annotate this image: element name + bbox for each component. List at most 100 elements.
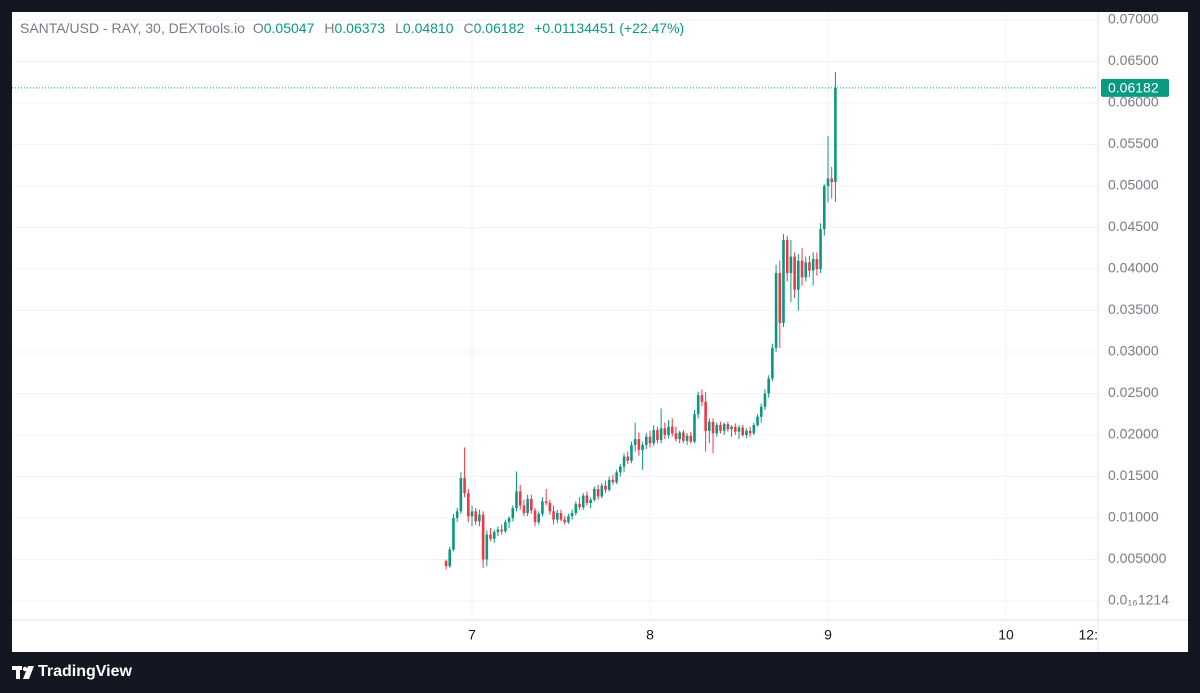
candle-body — [518, 491, 522, 506]
candle-body — [504, 522, 507, 532]
candle-body — [693, 414, 696, 442]
candle-body — [448, 549, 452, 567]
candle-body — [470, 511, 474, 517]
candle-body — [496, 529, 500, 533]
x-tick-label: 9 — [824, 627, 832, 643]
candle-body — [700, 395, 704, 402]
candle-body — [478, 514, 481, 522]
x-tick-label: 12: — [1079, 627, 1098, 643]
candle-body — [633, 439, 637, 445]
y-tick-label: 0.05000 — [1108, 177, 1159, 193]
candle-body — [797, 260, 800, 290]
candle-body — [544, 501, 548, 504]
candle-body — [689, 435, 693, 442]
y-tick-label: 0.0₁₆1214 — [1108, 592, 1169, 608]
candle-body — [730, 426, 733, 430]
candle-body — [455, 511, 459, 518]
candle-body — [808, 262, 811, 271]
candle-body — [526, 498, 529, 514]
candle-body — [485, 534, 489, 560]
candle-body — [737, 427, 741, 432]
candle-body — [715, 425, 719, 434]
logo-part — [23, 666, 34, 679]
candle-body — [507, 517, 511, 523]
candle-body — [659, 428, 663, 440]
candle-body — [615, 472, 618, 483]
candle-body — [574, 503, 578, 514]
y-tick-label: 0.06000 — [1108, 94, 1159, 110]
candle-body — [596, 488, 600, 497]
candle-body — [600, 485, 604, 497]
candle-body — [656, 430, 659, 440]
candle-body — [670, 426, 674, 434]
candle-body — [719, 425, 722, 431]
candle-body — [804, 262, 808, 278]
candle-body — [630, 444, 633, 461]
x-tick-label: 7 — [468, 627, 476, 643]
candle-body — [726, 424, 730, 430]
candle-body — [733, 426, 737, 432]
candle-body — [563, 519, 567, 523]
candle-body — [607, 479, 611, 490]
brand-logo — [12, 666, 34, 679]
candle-body — [489, 534, 492, 539]
candle-body — [515, 491, 518, 509]
candle-body — [722, 424, 726, 431]
candle-body — [492, 532, 496, 539]
candle-body — [800, 260, 804, 278]
ohlc-value: 0.05047 — [263, 20, 315, 36]
chart-header: SANTA/USD - RAY, 30, DEXTools.io O 0.0504… — [20, 20, 694, 36]
candle-body — [463, 478, 466, 494]
ohlc-label: C — [463, 20, 474, 36]
candle-body — [444, 561, 448, 567]
y-tick-label: 0.04500 — [1108, 218, 1159, 234]
candle-body — [511, 508, 515, 518]
y-tick-label: 0.005000 — [1108, 550, 1167, 566]
y-tick-label: 0.02500 — [1108, 384, 1159, 400]
candle-body — [811, 259, 815, 271]
candle-body — [834, 87, 837, 183]
chart-background — [12, 12, 1188, 652]
candle-body — [570, 513, 574, 517]
x-tick-label: 8 — [646, 627, 654, 643]
candle-body — [826, 178, 830, 186]
candle-body — [626, 456, 630, 461]
candle-body — [789, 256, 793, 274]
ohlc-value: 0.04810 — [402, 20, 454, 36]
candle-body — [763, 393, 767, 407]
symbol: SANTA/USD - RAY, 30, DEXTools.io — [20, 20, 245, 36]
candle-body — [782, 239, 785, 323]
ohlc-label: L — [395, 20, 403, 36]
candle-body — [567, 516, 570, 523]
candle-body — [481, 514, 485, 560]
brand-name: TradingView — [38, 663, 132, 680]
candle-body — [708, 421, 711, 431]
x-tick-label: 10 — [998, 627, 1014, 643]
candle-body — [652, 430, 655, 444]
candle-body — [759, 406, 763, 417]
candle-body — [771, 347, 774, 379]
candle-body — [552, 511, 555, 520]
y-tick-label: 0.01000 — [1108, 509, 1159, 525]
candle-body — [778, 273, 782, 323]
candle-body — [622, 456, 626, 467]
candle-body — [663, 428, 667, 435]
last-price-tag — [1101, 78, 1169, 97]
y-tick-label: 0.05500 — [1108, 135, 1159, 151]
candle-body — [815, 259, 819, 269]
candle-body — [578, 503, 581, 508]
candle-body — [756, 416, 759, 426]
candle-body — [678, 432, 681, 440]
candle-body — [541, 501, 544, 514]
candle-body — [466, 493, 470, 517]
candle-body — [793, 256, 796, 290]
candle-body — [559, 513, 563, 520]
last-price-label: 0.06182 — [1108, 80, 1159, 96]
candle-body — [748, 430, 752, 434]
candle-body — [822, 185, 826, 230]
candle-body — [537, 513, 541, 523]
candle-body — [745, 430, 748, 435]
candle-body — [704, 401, 707, 431]
